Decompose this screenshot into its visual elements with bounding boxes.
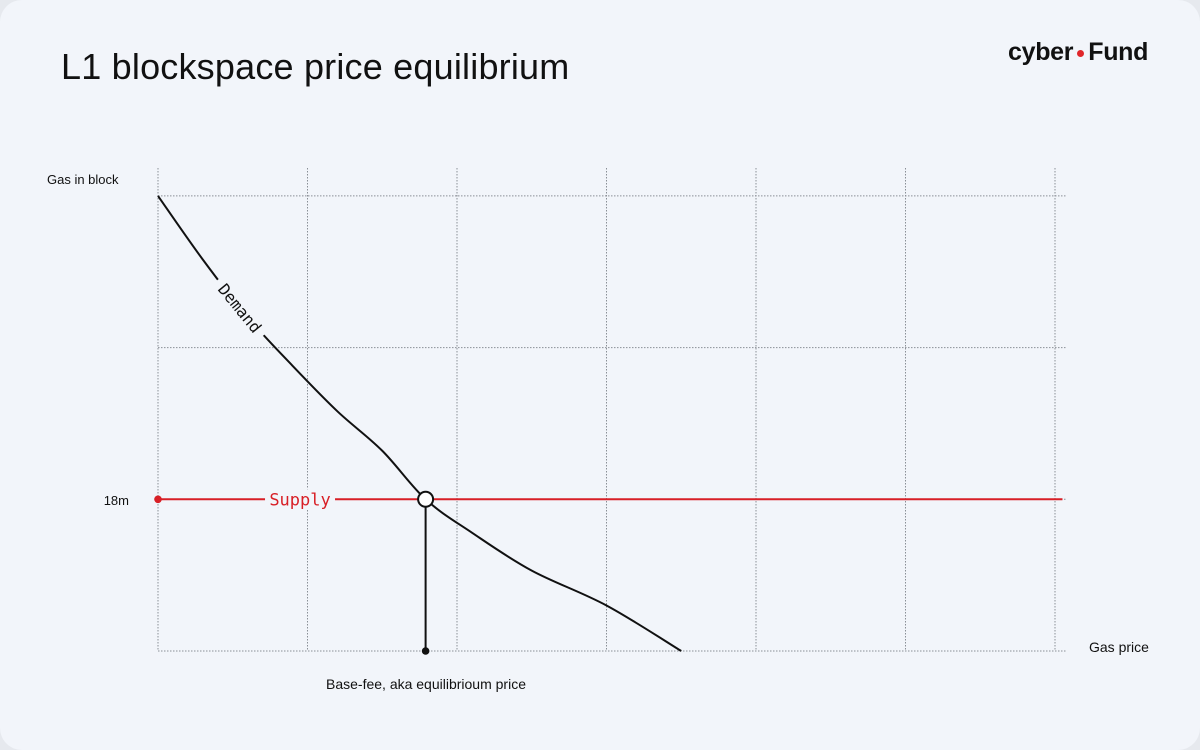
demand-label: Demand [214,280,265,337]
chart-series [154,195,1063,655]
logo-dot-icon [1077,50,1085,57]
x-axis-label: Gas price [1089,639,1149,655]
demand-label-group: Demand [210,274,270,342]
supply-label: Supply [269,490,330,510]
y-axis-label: Gas in block [47,172,119,187]
equilibrium-label: Base-fee, aka equilibrioum price [326,676,526,692]
chart-labels: Supply Demand [210,274,336,510]
demand-label-bg [210,274,270,342]
equilibrium-point [417,490,435,508]
equilibrium-base-dot [421,647,430,655]
chart-grid [157,168,1067,652]
page-title: L1 blockspace price equilibrium [61,46,570,87]
y-annotation-18m: 18m [104,493,129,508]
logo-text-fund: Fund [1088,38,1149,66]
supply-start-dot [154,495,162,504]
cyberfund-logo: cyber Fund [1008,38,1148,67]
logo-text-cyber: cyber [1008,38,1074,66]
demand-curve [157,195,682,652]
supply-label-bg [265,489,336,510]
